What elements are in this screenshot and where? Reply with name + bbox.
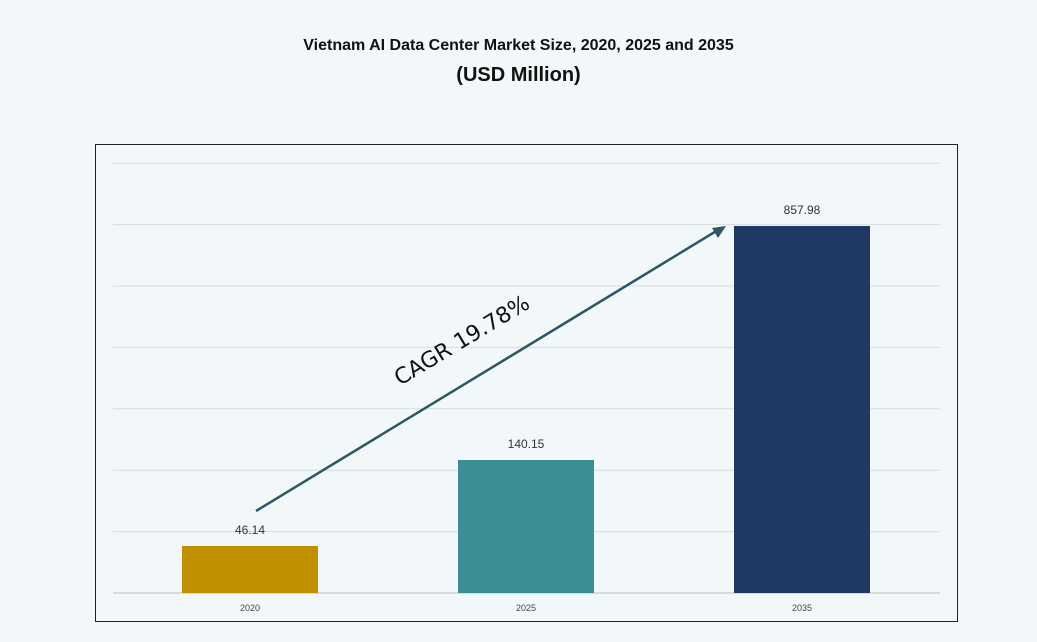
bar-2025: [458, 460, 594, 593]
data-label-2025: 140.15: [508, 437, 545, 451]
arrowhead-icon: [712, 226, 726, 238]
x-tick-label: 2020: [240, 603, 260, 613]
cagr-arrow-line: [255, 228, 719, 513]
x-tick-label: 2035: [792, 603, 812, 613]
cagr-annotation: CAGR 19.78%: [390, 291, 534, 391]
bar-2035: [734, 226, 870, 593]
chart-title: Vietnam AI Data Center Market Size, 2020…: [303, 37, 734, 54]
x-tick-label: 2025: [516, 603, 536, 613]
data-label-2020: 46.14: [235, 523, 265, 537]
data-label-2035: 857.98: [784, 203, 821, 217]
chart-subtitle: (USD Million): [456, 64, 581, 86]
bar-2020: [182, 546, 318, 593]
